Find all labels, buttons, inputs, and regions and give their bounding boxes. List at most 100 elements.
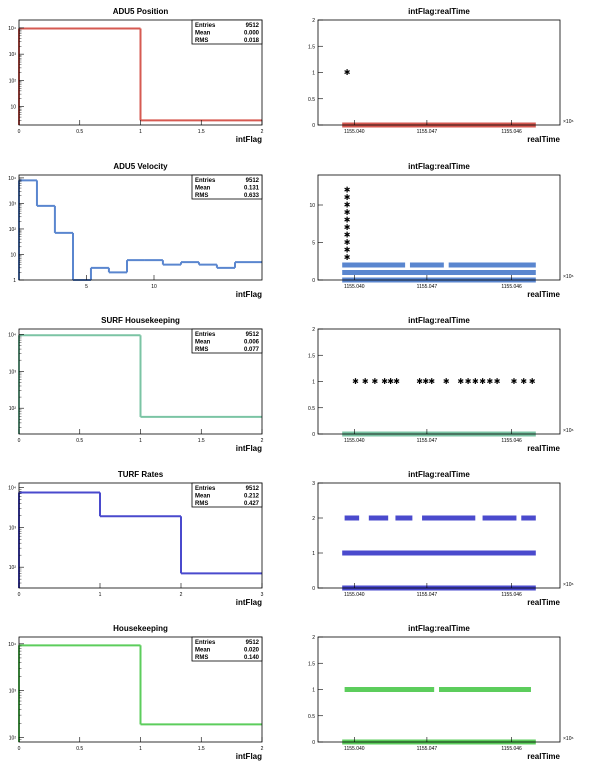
x-tick-label: 2 [261, 438, 264, 444]
scatter-point: ✱ [344, 223, 351, 232]
chart-title: intFlag:realTime [408, 470, 470, 479]
y-tick-label: 0 [312, 123, 315, 129]
x-tick-label: 1155.046 [501, 592, 522, 598]
x-tick-label: 10 [151, 284, 157, 290]
y-tick-label: 3 [312, 481, 315, 487]
x-axis-label: realTime [527, 444, 560, 453]
x-tick-label: 1155.047 [417, 284, 438, 290]
stats-box [191, 174, 263, 200]
y-tick-label: 2 [312, 327, 315, 333]
stats-value: 0.140 [244, 655, 260, 661]
scatter-point: ✱ [352, 377, 359, 386]
stats-value: 0.020 [244, 648, 260, 654]
stats-label: Entries [195, 640, 216, 646]
x-axis-label: intFlag [236, 135, 262, 144]
x-tick-label: 1155.047 [417, 438, 438, 444]
x-tick-label: 2 [180, 592, 183, 598]
y-tick-label: 10 [10, 252, 16, 258]
x-tick-label: 0 [18, 438, 21, 444]
x-tick-label: 0 [18, 129, 21, 135]
x-tick-label: 1155.040 [344, 284, 365, 290]
x-axis-label: intFlag [236, 290, 262, 299]
x-tick-label: 5 [85, 284, 88, 290]
stats-label: Mean [195, 494, 211, 500]
scatter-band [448, 262, 536, 268]
scatter-point: ✱ [344, 208, 351, 217]
x-tick-label: 1155.046 [501, 284, 522, 290]
x-tick-label: 1155.040 [344, 746, 365, 752]
stats-value: 0.006 [244, 340, 260, 346]
scatter-point: ✱ [381, 377, 388, 386]
chart-title: ADU5 Position [113, 7, 169, 16]
scatter-band [409, 262, 444, 268]
scatter-point: ✱ [344, 186, 351, 195]
stats-label: RMS [195, 347, 208, 353]
y-tick-label: 10³ [9, 369, 17, 375]
x-axis-exponent: ×10⁶ [563, 736, 574, 742]
chart-panel-5: SURF Housekeeping 10² 10³ 10⁴ 0 0.5 1 1.5 2intFl… [8, 316, 263, 453]
x-axis-label: realTime [527, 135, 560, 144]
stats-label: RMS [195, 501, 208, 507]
x-axis-exponent: ×10⁶ [563, 582, 574, 588]
scatter-point: ✱ [344, 231, 351, 240]
y-tick-label: 10⁴ [8, 486, 16, 492]
chart-panel-1: ADU5 Position 10 10² 10³ 10⁴ 0 0.5 1 1.5 2intFlag… [8, 7, 263, 144]
chart-title: Housekeeping [113, 624, 168, 633]
chart-panel-2: intFlag:realTime ✱ 0 0.5 1 1.5 2 1155.040 1155.0… [308, 7, 574, 144]
stats-value: 9512 [246, 640, 260, 646]
x-tick-label: 1155.040 [344, 438, 365, 444]
stats-value: 0.000 [244, 31, 260, 37]
y-tick-label: 10⁴ [8, 176, 16, 182]
scatter-point: ✱ [344, 68, 351, 77]
y-tick-label: 1.5 [308, 44, 315, 50]
y-tick-label: 10³ [9, 201, 17, 207]
stats-label: Entries [195, 178, 216, 184]
scatter-point: ✱ [486, 377, 493, 386]
y-tick-label: 1.5 [308, 353, 315, 359]
stats-value: 0.131 [244, 186, 260, 192]
y-tick-label: 1.5 [308, 661, 315, 667]
scatter-band [439, 687, 531, 692]
y-tick-label: 0 [312, 432, 315, 438]
y-tick-label: 0 [312, 278, 315, 284]
scatter-point: ✱ [494, 377, 501, 386]
x-axis-exponent: ×10⁶ [563, 428, 574, 434]
stats-box [191, 19, 263, 45]
scatter-point: ✱ [362, 377, 369, 386]
x-tick-label: 1.5 [198, 129, 205, 135]
x-tick-label: 1.5 [198, 438, 205, 444]
x-axis-label: realTime [527, 598, 560, 607]
stats-label: Entries [195, 23, 216, 29]
x-tick-label: 1 [99, 592, 102, 598]
x-tick-label: 0.5 [76, 746, 83, 752]
stats-label: Mean [195, 31, 211, 37]
scatter-band [344, 687, 435, 692]
chart-panel-6: intFlag:realTime✱ ✱ ✱ ✱ ✱ ✱ ✱ ✱ ✱ ✱ ✱ ✱ ✱ ✱ ✱ ✱ ✱ ✱ ✱00.51… [308, 316, 574, 453]
plot-frame [18, 174, 263, 281]
y-tick-label: 1 [13, 278, 16, 284]
x-axis-label: intFlag [236, 444, 262, 453]
scatter-point: ✱ [479, 377, 486, 386]
stats-label: Mean [195, 648, 211, 654]
y-tick-label: 0 [312, 586, 315, 592]
x-tick-label: 2 [261, 746, 264, 752]
chart-panel-10: intFlag:realTime 0 0.5 1 1.5 2 1155.040 1155.04… [308, 624, 574, 761]
scatter-band [342, 270, 536, 275]
x-tick-label: 0 [18, 592, 21, 598]
stats-value: 0.018 [244, 38, 260, 44]
x-axis-label: realTime [527, 752, 560, 761]
stats-label: Mean [195, 340, 211, 346]
x-tick-label: 1 [139, 129, 142, 135]
stats-label: RMS [195, 38, 208, 44]
y-tick-label: 1 [312, 380, 315, 386]
y-tick-label: 0.5 [308, 97, 315, 103]
y-tick-label: 0 [312, 740, 315, 746]
y-tick-label: 2 [312, 635, 315, 641]
y-tick-label: 1 [312, 71, 315, 77]
x-tick-label: 3 [261, 592, 264, 598]
y-tick-label: 10⁴ [8, 26, 16, 32]
chart-title: SURF Housekeeping [101, 316, 180, 325]
stats-value: 9512 [246, 23, 260, 29]
